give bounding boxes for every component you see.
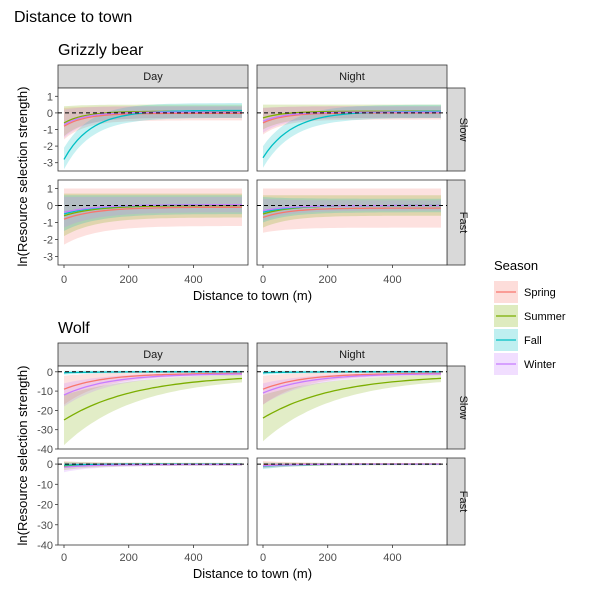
x-tick-label: 200 <box>120 274 138 286</box>
y-tick-label: -3 <box>43 252 53 264</box>
y-tick-label: -30 <box>37 520 53 532</box>
wolf-title: Wolf <box>58 320 90 337</box>
y-tick-label: -10 <box>37 386 53 398</box>
ribbon-fall <box>263 197 441 223</box>
panel-frame <box>256 457 448 546</box>
y-tick-label: -20 <box>37 500 53 512</box>
strip-label-night: Night <box>339 71 365 83</box>
y-tick-label: 0 <box>47 201 53 213</box>
y-tick-label: -40 <box>37 540 53 552</box>
panel-night-fast: 0 200 400 <box>256 457 448 564</box>
strip-label-fast: Fast <box>457 212 469 233</box>
chart-wolf: Day Night Slow Fast 0 -10 -20 -30 -40 0 -10 -20 -30 -… <box>15 342 469 581</box>
ribbon-spring <box>64 371 242 405</box>
x-tick-label: 400 <box>383 274 401 286</box>
legend-title: Season <box>494 258 538 273</box>
x-tick-label: 0 <box>260 274 266 286</box>
ribbon-summer <box>263 374 441 442</box>
y-tick-label: 1 <box>47 184 53 196</box>
y-tick-label: -10 <box>37 479 53 491</box>
line-spring <box>63 372 243 390</box>
strip-label-day: Day <box>143 349 163 361</box>
panel-frame <box>57 179 249 266</box>
ribbon-fall <box>263 104 441 168</box>
y-tick-label: -1 <box>43 218 53 230</box>
strip-label-night: Night <box>339 349 365 361</box>
grizzly-title: Grizzly bear <box>58 42 144 59</box>
y-tick-label: 0 <box>47 459 53 471</box>
strip-label-fast: Fast <box>457 491 469 512</box>
x-tick-label: 0 <box>61 552 67 564</box>
line-winter <box>262 373 442 394</box>
panel-day-fast: 1 0 -1 -2 -3 0 200 400 <box>43 179 249 286</box>
line-winter <box>262 111 441 122</box>
line-summer <box>63 110 242 124</box>
y-tick-label: -2 <box>43 141 53 153</box>
ribbon-summer <box>64 374 242 446</box>
x-tick-label: 200 <box>319 274 337 286</box>
y-tick-label: -40 <box>37 444 53 456</box>
y-tick-label: 1 <box>47 91 53 103</box>
ribbon-spring <box>64 188 242 245</box>
main-title: Distance to town <box>14 9 132 26</box>
y-tick-label: 0 <box>47 108 53 120</box>
line-winter <box>63 373 242 396</box>
x-tick-label: 200 <box>319 552 337 564</box>
ribbon-spring <box>263 371 441 405</box>
x-tick-label: 200 <box>120 552 138 564</box>
panel-frame <box>57 457 249 546</box>
line-winter <box>63 111 242 126</box>
ribbon-spring <box>263 188 441 233</box>
legend-label: Winter <box>524 359 556 371</box>
panel-night-slow <box>256 365 448 450</box>
x-tick-label: 400 <box>184 552 202 564</box>
strip-label-day: Day <box>143 71 163 83</box>
x-axis-title: Distance to town (m) <box>193 288 312 303</box>
y-tick-label: -1 <box>43 125 53 137</box>
y-tick-label: -2 <box>43 235 53 247</box>
line-spring <box>262 207 441 219</box>
legend-item-summer: Summer <box>494 305 566 327</box>
legend-item-fall: Fall <box>494 329 542 351</box>
x-axis-title: Distance to town (m) <box>193 566 312 581</box>
y-tick-label: -30 <box>37 425 53 437</box>
y-axis-title: ln(Resource selection strength) <box>15 366 30 546</box>
panel-day-slow: 0 -10 -20 -30 -40 <box>37 365 249 456</box>
legend-label: Fall <box>524 335 542 347</box>
panel-night-fast: 0 200 400 <box>256 179 448 286</box>
panel-day-fast: 0 -10 -20 -30 -40 0 200 400 <box>37 457 249 564</box>
y-tick-label: 0 <box>47 367 53 379</box>
x-tick-label: 0 <box>260 552 266 564</box>
panel-night-slow <box>256 87 448 172</box>
line-summer <box>262 377 442 419</box>
strip-label-slow: Slow <box>457 396 469 420</box>
y-axis-title: ln(Resource selection strength) <box>15 87 30 267</box>
legend-item-winter: Winter <box>494 353 556 375</box>
legend-item-spring: Spring <box>494 281 556 303</box>
x-tick-label: 400 <box>184 274 202 286</box>
panel-frame <box>256 87 448 172</box>
legend-label: Summer <box>524 311 566 323</box>
strip-label-slow: Slow <box>457 118 469 142</box>
line-summer <box>63 377 243 421</box>
ribbon-summer <box>263 195 441 228</box>
legend-label: Spring <box>524 287 556 299</box>
y-tick-label: -3 <box>43 158 53 170</box>
y-tick-label: -20 <box>37 405 53 417</box>
panel-frame <box>256 179 448 266</box>
line-spring <box>63 206 243 220</box>
ribbon-winter <box>263 198 441 221</box>
x-tick-label: 0 <box>61 274 67 286</box>
panel-day-slow: 1 0 -1 -2 -3 <box>43 87 249 172</box>
x-tick-label: 400 <box>383 552 401 564</box>
legend: Season Spring Summer Fall Winter <box>494 258 566 375</box>
